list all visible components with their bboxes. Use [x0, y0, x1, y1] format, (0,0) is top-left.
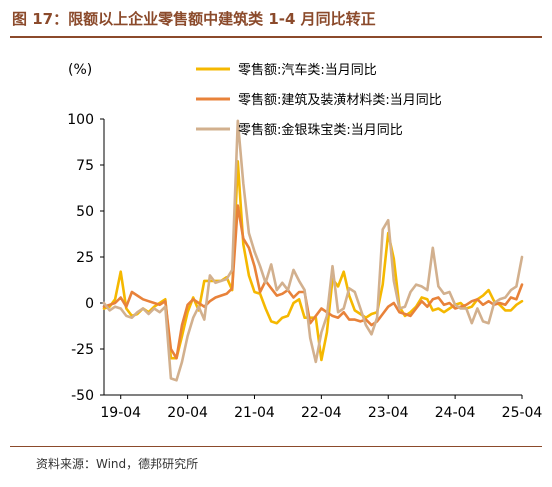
legend-label-2: 零售额:建筑及装潢材料类:当月同比 [238, 92, 442, 108]
x-tick-label: 23-04 [368, 405, 409, 421]
x-tick-label: 25-04 [502, 405, 543, 421]
title-rule [10, 36, 542, 38]
chart-axes: -50 -25 0 25 50 75 100 (%) 19-04 20-04 21-04 22-04 2… [67, 62, 542, 421]
y-tick-label: -25 [71, 342, 94, 358]
chart-legend: 零售额:汽车类:当月同比零售额:建筑及装潢材料类:当月同比零售额:金银珠宝类:当… [196, 62, 442, 138]
y-tick-label: 50 [76, 204, 94, 220]
y-tick-label: 25 [76, 250, 94, 266]
x-tick-label: 24-04 [435, 405, 476, 421]
series-line-3 [102, 119, 524, 382]
legend-label-3: 零售额:金银珠宝类:当月同比 [238, 122, 403, 138]
legend-label-1: 零售额:汽车类:当月同比 [238, 62, 377, 78]
y-tick-label: 75 [76, 158, 94, 174]
x-tick-label: 22-04 [301, 405, 342, 421]
source-rule [10, 446, 542, 447]
figure-title: 图 17：限额以上企业零售额中建筑类 1-4 月同比转正 [12, 10, 376, 28]
x-tick-label: 19-04 [100, 405, 141, 421]
y-tick-label: 0 [85, 296, 94, 312]
y-tick-label: -50 [71, 388, 94, 404]
y-axis-unit-label: (%) [68, 62, 92, 78]
source-note: 资料来源：Wind，德邦研究所 [36, 457, 199, 471]
series-layer [102, 119, 524, 382]
x-tick-label: 21-04 [234, 405, 275, 421]
series-line-2 [102, 204, 524, 360]
x-tick-label: 20-04 [167, 405, 208, 421]
y-tick-label: 100 [67, 112, 94, 128]
